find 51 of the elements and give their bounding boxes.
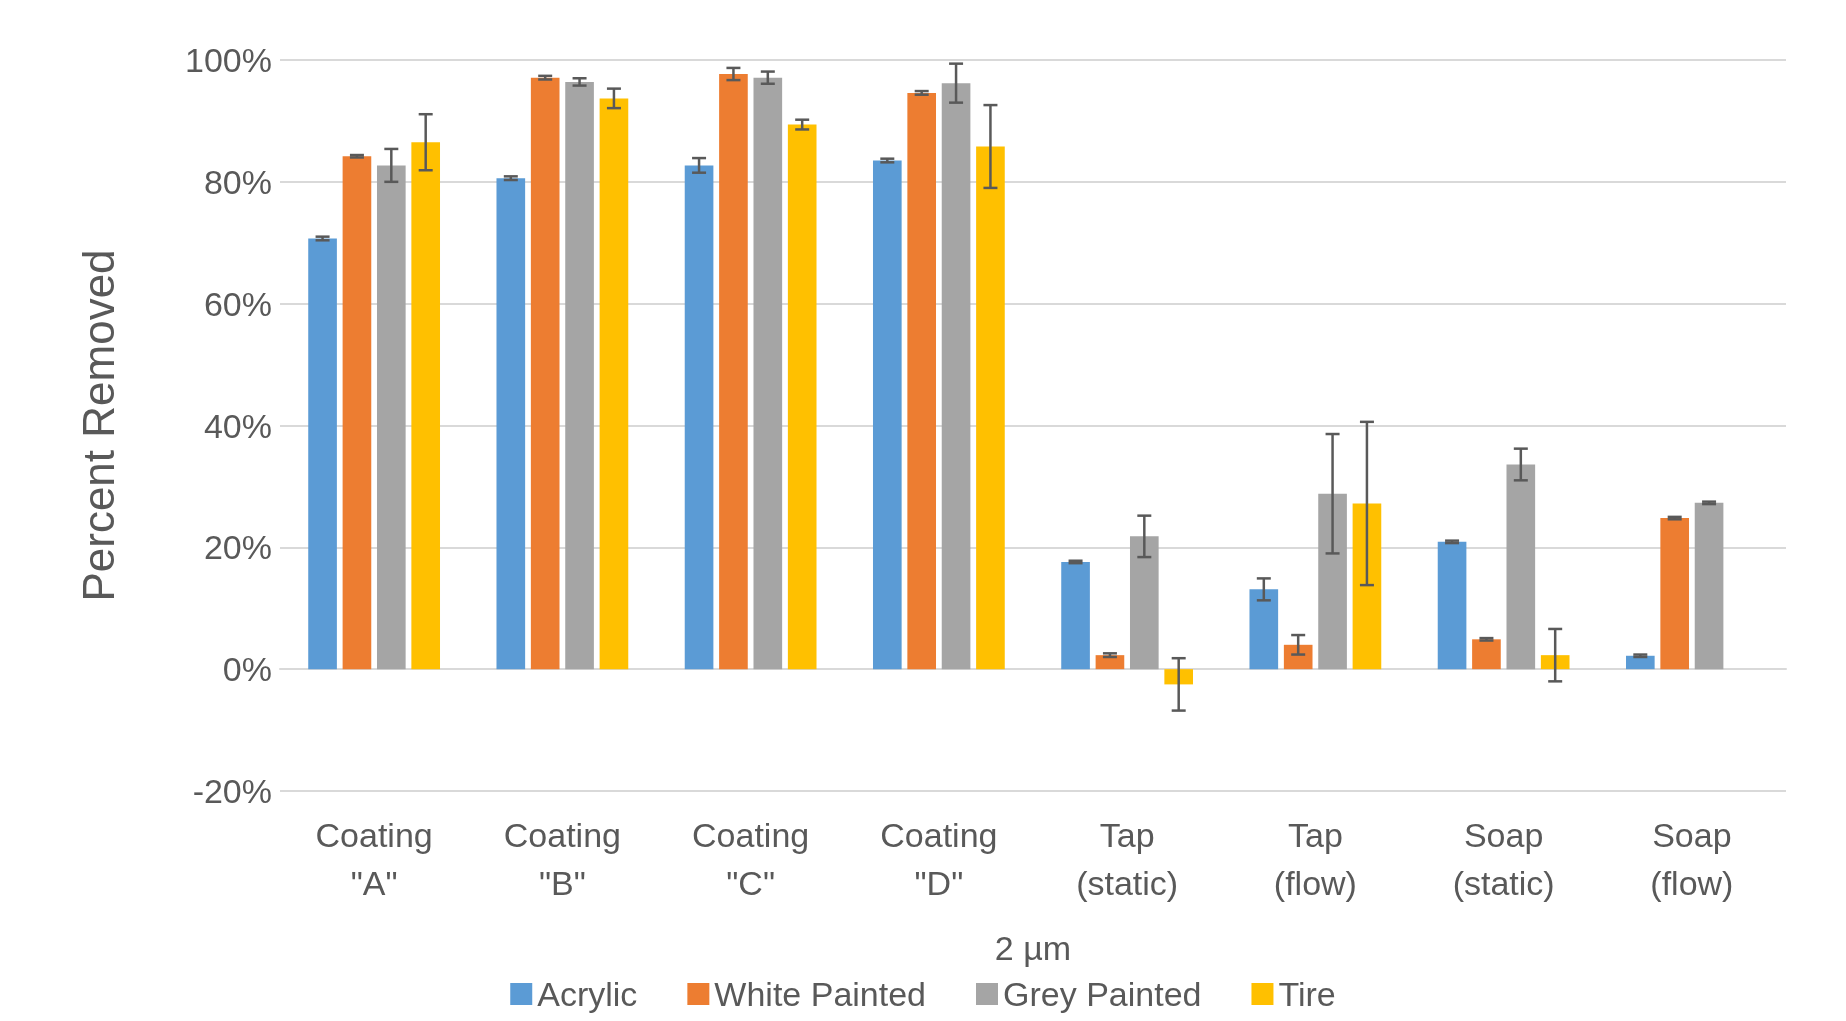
bar	[411, 142, 441, 670]
x-tick-label: Coating "D"	[880, 816, 998, 902]
bar	[941, 83, 971, 670]
x-tick-label: Coating "B"	[503, 816, 621, 902]
bar	[496, 178, 526, 670]
bar	[872, 160, 902, 670]
bar	[599, 98, 629, 670]
bar	[1061, 561, 1090, 670]
y-tick-label: -20%	[192, 772, 272, 810]
bar	[530, 77, 560, 670]
bar	[1129, 536, 1159, 670]
y-tick-label: 80%	[203, 162, 272, 201]
y-tick-label: 60%	[203, 284, 272, 323]
legend-label: Acrylic	[537, 975, 638, 1013]
bar	[565, 81, 594, 670]
bar	[684, 165, 714, 670]
y-axis-title: Percent Removed	[73, 249, 123, 602]
bar	[1472, 639, 1501, 670]
y-tick-label: 100%	[185, 41, 272, 79]
bar	[1660, 518, 1690, 670]
bar	[976, 146, 1005, 670]
bar	[1437, 541, 1467, 670]
bar	[342, 156, 372, 670]
bar	[1625, 655, 1655, 670]
x-tick-label: Soap (static)	[1452, 816, 1555, 902]
bar	[1095, 655, 1125, 670]
bar	[907, 92, 937, 670]
y-tick-label: 0%	[222, 650, 272, 689]
bar	[1694, 502, 1724, 670]
bar	[719, 74, 748, 670]
legend-label: Grey Painted	[1003, 975, 1202, 1013]
y-tick-label: 40%	[203, 406, 272, 445]
bar	[1249, 589, 1279, 670]
legend-label: White Painted	[714, 975, 927, 1013]
bar	[376, 165, 406, 670]
bar	[308, 238, 337, 670]
bar	[1352, 503, 1382, 670]
x-tick-label: Soap (flow)	[1650, 816, 1734, 902]
bar	[1506, 464, 1536, 670]
legend-label: Tire	[1278, 975, 1336, 1013]
x-tick-label: Coating "C"	[692, 816, 810, 902]
bar	[1283, 644, 1313, 670]
x-tick-label: Coating "A"	[315, 816, 433, 902]
bar	[753, 77, 783, 670]
bar	[1318, 493, 1347, 670]
bar	[787, 124, 817, 670]
x-tick-label: Tap (static)	[1076, 816, 1179, 902]
x-axis-title: 2 µm	[994, 929, 1072, 967]
y-tick-label: 20%	[203, 528, 272, 567]
bar	[1540, 655, 1570, 670]
x-tick-label: Tap (flow)	[1273, 816, 1357, 902]
